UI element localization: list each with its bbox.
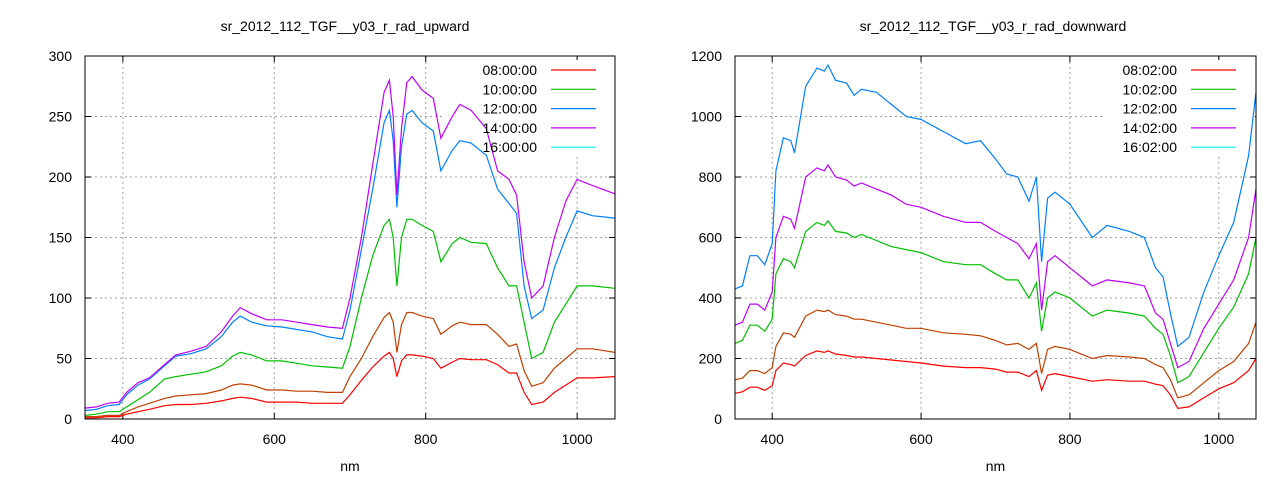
series-line-12-02-00 bbox=[735, 63, 1256, 348]
y-tick-label: 400 bbox=[699, 290, 723, 306]
legend-label: 14:02:00 bbox=[1123, 120, 1178, 136]
x-tick-label: 600 bbox=[909, 431, 933, 447]
legend-label: 08:02:00 bbox=[1123, 62, 1178, 78]
series-line-16-00-00 bbox=[85, 311, 615, 418]
x-tick-label: 400 bbox=[761, 431, 785, 447]
series-line-08-00-00 bbox=[85, 351, 615, 419]
series-line-14-02-00 bbox=[735, 163, 1256, 369]
plot-frame bbox=[84, 55, 616, 420]
y-tick-label: 600 bbox=[699, 230, 723, 246]
legend-label: 10:02:00 bbox=[1123, 81, 1178, 97]
plot-frame bbox=[734, 55, 1257, 420]
y-tick-label: 800 bbox=[699, 169, 723, 185]
y-tick-label: 0 bbox=[714, 411, 722, 427]
y-tick-label: 300 bbox=[49, 48, 73, 64]
series-line-08-02-00 bbox=[735, 350, 1256, 410]
x-tick-label: 800 bbox=[1058, 431, 1082, 447]
legend-label: 16:00:00 bbox=[483, 139, 538, 155]
y-tick-label: 100 bbox=[49, 290, 73, 306]
series-line-14-00-00 bbox=[85, 75, 615, 409]
series-line-10-00-00 bbox=[85, 217, 615, 416]
legend-label: 08:00:00 bbox=[483, 62, 538, 78]
y-tick-label: 200 bbox=[699, 351, 723, 367]
x-tick-label: 800 bbox=[414, 431, 438, 447]
y-tick-label: 150 bbox=[49, 230, 73, 246]
series-line-10-02-00 bbox=[735, 219, 1256, 384]
y-tick-label: 0 bbox=[64, 411, 72, 427]
y-tick-label: 1200 bbox=[691, 48, 722, 64]
x-tick-label: 600 bbox=[263, 431, 287, 447]
legend-label: 12:02:00 bbox=[1123, 101, 1178, 117]
x-axis-label: nm bbox=[340, 458, 359, 474]
x-tick-label: 1000 bbox=[1203, 431, 1234, 447]
series-line-12-00-00 bbox=[85, 108, 615, 412]
y-tick-label: 200 bbox=[49, 169, 73, 185]
x-tick-label: 400 bbox=[111, 431, 135, 447]
y-tick-label: 1000 bbox=[691, 109, 722, 125]
chart-title: sr_2012_112_TGF__y03_r_rad_downward bbox=[860, 18, 1127, 34]
series-line-16-02-00 bbox=[735, 309, 1256, 399]
chart-panel-0: 0 50 100 150 200 250 300 400 600 800 1000 08:00:00 1… bbox=[49, 18, 616, 474]
legend-label: 10:00:00 bbox=[483, 81, 538, 97]
y-tick-label: 50 bbox=[56, 351, 72, 367]
legend-label: 12:00:00 bbox=[483, 101, 538, 117]
chart-panel-1: 0 200 400 600 800 1000 1200 400 600 800 1000 08:02:… bbox=[691, 18, 1257, 474]
x-tick-label: 1000 bbox=[562, 431, 593, 447]
legend-label: 14:00:00 bbox=[483, 120, 538, 136]
legend-label: 16:02:00 bbox=[1123, 139, 1178, 155]
chart-title: sr_2012_112_TGF__y03_r_rad_upward bbox=[221, 18, 470, 34]
x-axis-label: nm bbox=[986, 458, 1005, 474]
y-tick-label: 250 bbox=[49, 109, 73, 125]
